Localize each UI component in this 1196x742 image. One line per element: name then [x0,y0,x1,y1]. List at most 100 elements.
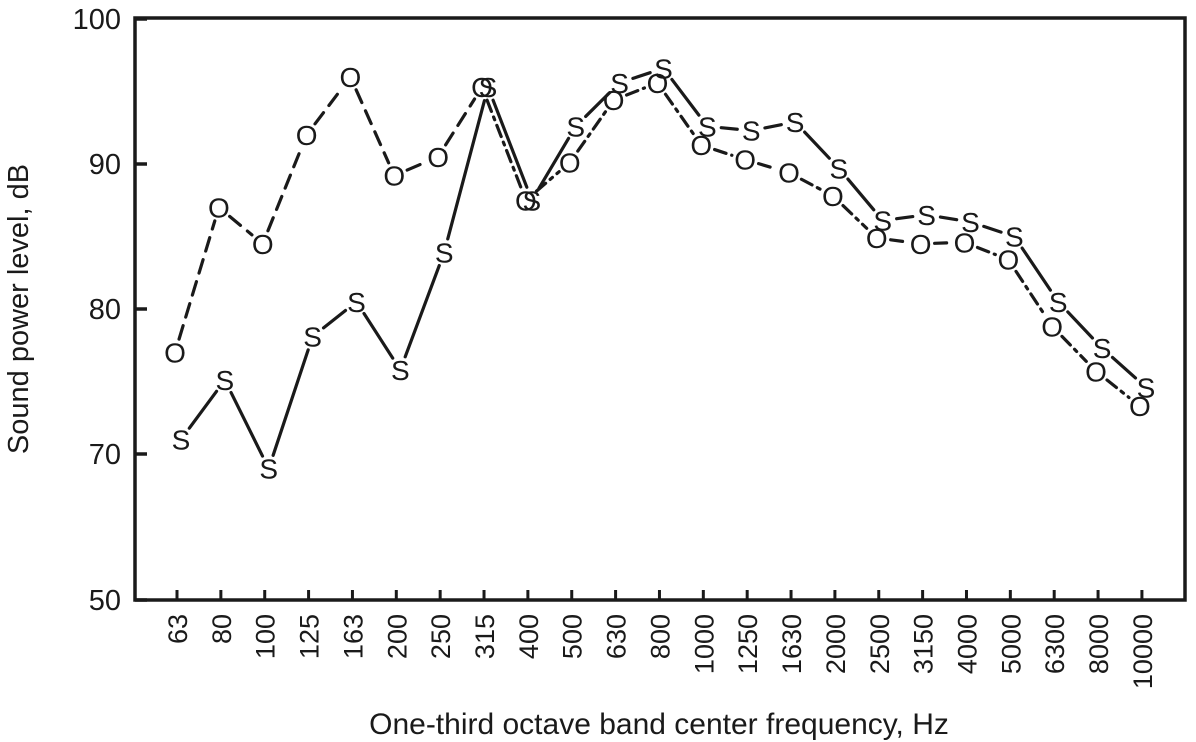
series-s-segment [763,123,783,130]
series-o-segment [177,219,217,341]
x-tick-label: 200 [382,614,412,659]
series-o-segment [713,147,734,157]
series-s-marker: S [917,200,936,231]
series-s-segment [271,348,310,457]
series-o-segment [313,86,344,126]
series-s-marker: S [172,425,191,456]
series-s-segment [982,224,1003,234]
y-tick-label: 80 [89,294,121,326]
plot-border [133,16,1187,602]
series-s-marker: S [610,68,629,99]
series-o-segment [1060,334,1088,363]
series-s-segment [670,77,701,117]
series-s-segment [1110,355,1138,380]
series-s-segment [403,263,441,359]
series-s-marker: S [259,454,278,485]
series-o-segment [625,86,647,97]
x-tick-label: 400 [514,614,544,659]
series-s-marker: S [654,53,673,84]
series-s-segment [803,130,831,160]
y-axis-title: Sound power level, dB [3,164,35,454]
series-o-segment [933,241,953,245]
series-s-marker: S [1093,333,1112,364]
series-s-segment [584,91,612,119]
series-s-marker: S [873,206,892,237]
series-o-marker: O [778,158,800,189]
x-tick-label: 2000 [821,614,851,674]
x-tick-label: 3150 [909,614,939,674]
y-tick-label: 50 [89,585,121,617]
series-o-marker: O [734,145,756,176]
series-o-marker: O [559,148,581,179]
x-tick-label: 4000 [952,614,982,674]
x-tick-label: 1000 [689,614,719,674]
series-o-marker: O [427,142,449,173]
series-s-segment [229,390,265,458]
series-o-segment [444,97,477,147]
series-o-marker: O [383,161,405,192]
series-o-marker: O [866,223,888,254]
series-s-segment [895,214,915,221]
series-o-segment [663,92,695,136]
x-tick-label: 630 [602,614,632,659]
series-o-marker: O [954,227,976,258]
series-s-segment [537,136,571,190]
x-tick-label: 500 [558,614,588,659]
series-s-marker: S [435,237,454,268]
y-axis: 50 70 80 90 100 [73,4,147,617]
series-s-marker: S [786,107,805,138]
series-s-segment [321,308,348,330]
series-s-marker: S [698,111,717,142]
series-o-marker: O [997,245,1019,276]
series-o-marker: O [910,229,932,260]
x-tick-label: 1250 [733,614,763,674]
y-tick-label: 90 [89,149,121,181]
series-s-marker: S [303,322,322,353]
series-s-marker: S [1049,287,1068,318]
series-s-segment [362,311,395,360]
x-tick-label: 100 [251,614,281,659]
series-o-segment [576,110,608,153]
series-o-marker: O [471,72,493,103]
series-s-marker: S [391,355,410,386]
x-tick-label: 315 [470,614,500,659]
series-o-segment [354,88,391,165]
series-o-marker: O [603,85,625,116]
x-tick-label: 2500 [865,614,895,674]
series-s-marker: S [566,111,585,142]
series-o-segment [889,238,909,244]
series-s-segment [1020,246,1052,292]
series-s-segment [719,126,739,131]
series-o-segment [975,245,997,257]
x-tick-label: 1630 [777,614,807,674]
series-s-marker: S [830,153,849,184]
x-tick-label: 80 [207,614,237,644]
series-o-marker: O [164,338,186,369]
series-o-marker: O [1041,311,1063,342]
series-o-marker: O [1129,391,1151,422]
series-s-segment [846,177,876,212]
x-tick-label: 63 [163,614,193,644]
series-o-marker: O [252,229,274,260]
series-s-segment [938,215,959,222]
series-o-marker: O [515,185,537,216]
series-s-marker: S [961,207,980,238]
series-s-marker: S [1137,372,1156,403]
series-o-marker: O [340,62,362,93]
series-s-marker: S [479,72,498,103]
series-o-segment [266,146,303,233]
x-tick-label: 5000 [996,614,1026,674]
series-s-segment [187,389,219,430]
series-s-segment [446,99,487,241]
series-o-segment [841,203,869,230]
x-tick-label: 8000 [1084,614,1114,674]
series-lines [177,71,1138,458]
x-tick-label: 250 [426,614,456,659]
x-tick-label: 10000 [1128,614,1158,689]
x-tick-label: 800 [645,614,675,659]
series-o-segment [228,214,254,237]
x-axis: 63 80 100 125 163 200 250 315 400 500 630 800 1000 12… [163,590,1158,689]
series-s-marker: S [742,116,761,147]
